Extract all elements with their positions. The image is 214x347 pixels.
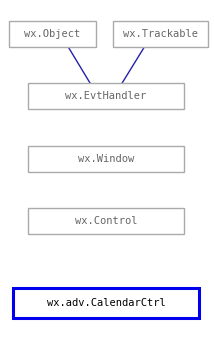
FancyBboxPatch shape (113, 21, 208, 47)
Text: wx.EvtHandler: wx.EvtHandler (65, 91, 147, 101)
Text: wx.Control: wx.Control (75, 216, 137, 226)
FancyBboxPatch shape (28, 208, 184, 234)
Text: wx.Window: wx.Window (78, 154, 134, 164)
FancyBboxPatch shape (13, 288, 199, 318)
FancyBboxPatch shape (28, 146, 184, 172)
Text: wx.adv.CalendarCtrl: wx.adv.CalendarCtrl (47, 298, 165, 308)
FancyBboxPatch shape (9, 21, 96, 47)
FancyBboxPatch shape (28, 83, 184, 109)
Text: wx.Trackable: wx.Trackable (123, 29, 198, 39)
Text: wx.Object: wx.Object (24, 29, 80, 39)
